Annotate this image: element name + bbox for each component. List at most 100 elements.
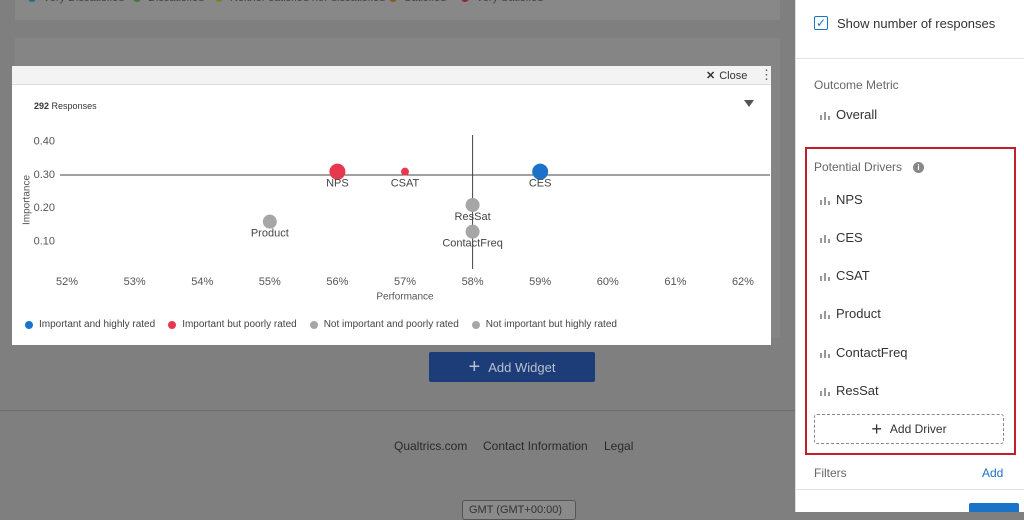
point-label: CSAT (391, 178, 420, 190)
point (465, 198, 480, 212)
x-tick-label: 60% (597, 276, 619, 288)
legend-dot (461, 0, 469, 2)
point-label: ResSat (455, 211, 491, 223)
bar-icon (820, 233, 830, 243)
driver-name: Product (836, 306, 881, 321)
point-label: ContactFreq (442, 238, 503, 250)
footer-link[interactable]: Contact Information (483, 439, 588, 453)
y-tick-label: 0.10 (34, 236, 55, 248)
legend-dot (168, 320, 177, 329)
x-tick-label: 58% (462, 276, 484, 288)
info-icon[interactable]: i (913, 162, 924, 173)
modal-header: ✕ Close ⋮ (12, 66, 773, 85)
driver-item[interactable]: Product (820, 306, 881, 321)
x-tick-label: 59% (529, 276, 551, 288)
save-button[interactable] (969, 503, 1019, 512)
footer-link[interactable]: Qualtrics.com (394, 439, 468, 453)
point-label: NPS (326, 178, 349, 190)
x-tick-label: 57% (394, 276, 416, 288)
x-tick-label: 56% (326, 276, 348, 288)
potential-drivers-heading: Potential Drivers (814, 160, 903, 174)
checkbox[interactable]: ✓ (814, 16, 828, 30)
x-tick-label: 52% (56, 276, 78, 288)
x-tick-label: 61% (664, 276, 686, 288)
point (465, 224, 480, 239)
driver-name: ResSat (836, 383, 879, 398)
point-label: CES (529, 178, 552, 190)
close-text: Close (719, 70, 748, 82)
legend-dot (471, 320, 480, 329)
outcome-text: Overall (836, 107, 878, 122)
bar-icon (820, 110, 830, 120)
legend-dot (25, 320, 33, 329)
add-driver-text: Add Driver (889, 422, 947, 436)
driver-item[interactable]: CES (820, 230, 863, 245)
timezone-select[interactable]: GMT (GMT+00:00) (462, 500, 576, 520)
x-tick-label: 54% (191, 276, 213, 288)
legend-item: Important and highly rated (25, 319, 155, 330)
point (532, 163, 549, 180)
add-widget-button[interactable]: + Add Widget (429, 352, 595, 382)
driver-item[interactable]: NPS (820, 192, 863, 207)
legend-dot (28, 0, 36, 2)
point (401, 167, 409, 176)
divider (795, 58, 1024, 59)
legend-label: Not important and poorly rated (323, 319, 459, 330)
filters-heading: Filters (814, 466, 847, 480)
bar-icon (820, 309, 830, 319)
legend-label: Satisfied (404, 0, 446, 4)
legend-item: Important but poorly rated (168, 319, 297, 330)
bar-icon (820, 271, 830, 281)
legend-label: Important and highly rated (39, 319, 156, 330)
legend-label: Neither satisfied nor dissatisfied (230, 0, 385, 4)
legend-dot (309, 320, 318, 329)
y-tick-label: 0.40 (34, 136, 55, 148)
legend-label: Dissatisfied (148, 0, 204, 4)
close-button[interactable]: ✕ Close (706, 70, 748, 82)
legend-label: Very Satisfied (476, 0, 543, 4)
responses-label: Responses (51, 101, 97, 111)
y-axis-label: Importance (22, 175, 33, 225)
y-tick-label: 0.20 (34, 202, 55, 214)
legend-dot (389, 0, 397, 2)
modal: ✕ Close ⋮ 292 Responses 0.10 0.20 0.30 0.40 5… (12, 66, 773, 345)
x-axis-label: Performance (376, 292, 434, 303)
x-tick-label: 53% (124, 276, 146, 288)
top-legend: Very Dissatisfied Dissatisfied Neither sat… (0, 0, 780, 8)
responses-count: 292 (34, 101, 50, 111)
bar-icon (820, 386, 830, 396)
point (262, 214, 277, 229)
legend-dot (215, 0, 223, 2)
bar-icon (820, 348, 830, 358)
sidebar (795, 0, 1024, 512)
add-widget-text: Add Widget (488, 359, 556, 375)
driver-item[interactable]: ResSat (820, 383, 879, 398)
driver-item[interactable]: CSAT (820, 268, 870, 283)
footer-link[interactable]: Legal (604, 439, 634, 453)
driver-name: CES (836, 230, 863, 245)
driver-name: NPS (836, 192, 863, 207)
divider (795, 489, 1024, 490)
filter-icon[interactable] (744, 100, 754, 107)
chart: 0.10 0.20 0.30 0.40 52% 53% 54% 55% 56% 57% 58% 59%… (22, 135, 770, 303)
driver-name: ContactFreq (836, 345, 908, 360)
legend-label: Important but poorly rated (182, 319, 297, 330)
x-tick-label: 62% (732, 276, 754, 288)
legend-label: Very Dissatisfied (43, 0, 124, 4)
legend-item: Not important but highly rated (471, 319, 617, 330)
outcome-metric-heading: Outcome Metric (814, 78, 899, 92)
add-filter-link[interactable]: Add (982, 466, 1004, 480)
legend-item: Not important and poorly rated (309, 319, 459, 330)
more-menu[interactable]: ⋮ (760, 67, 773, 82)
add-driver-button[interactable]: + Add Driver (814, 414, 1004, 444)
plus-icon: + (468, 355, 481, 378)
driver-item[interactable]: ContactFreq (820, 345, 908, 360)
bar-icon (820, 195, 830, 205)
point (329, 163, 346, 180)
show-responses-label: Show number of responses (837, 16, 996, 31)
outcome-value[interactable]: Overall (820, 107, 877, 122)
driver-name: CSAT (836, 268, 870, 283)
y-tick-label: 0.30 (34, 169, 55, 181)
footer-divider (0, 410, 795, 411)
